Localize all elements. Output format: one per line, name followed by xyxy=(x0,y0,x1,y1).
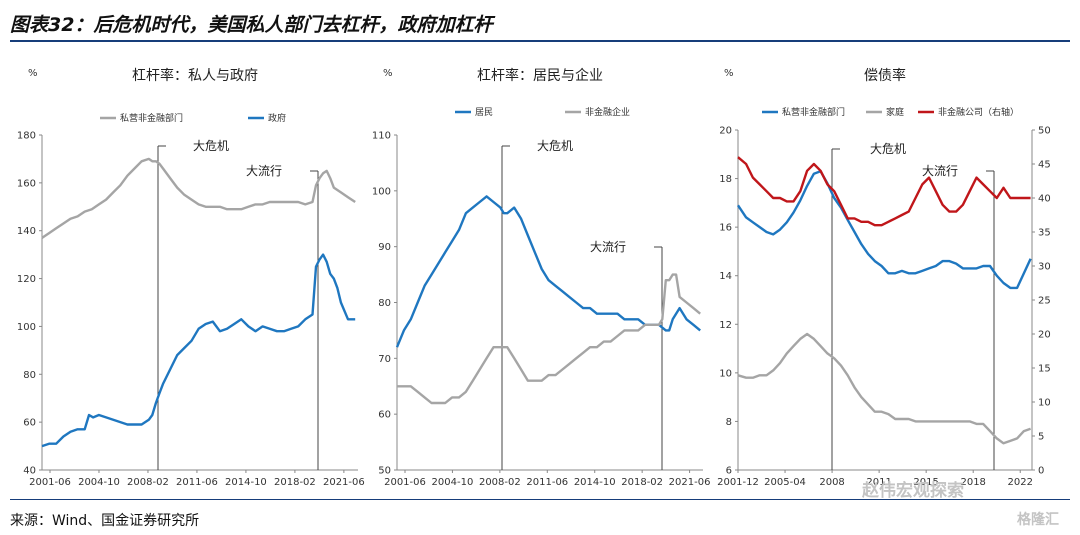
legend-label: 政府 xyxy=(268,112,286,124)
chart-1: 杠杆率：私人与政府% 40 60 80 100 120 140 160 180 2001-06 20… xyxy=(17,67,365,488)
x-tick-label: 2008-02 xyxy=(479,477,521,488)
footer-rule xyxy=(10,499,1070,500)
y-right-tick-label: 40 xyxy=(1038,194,1051,205)
y-tick-label: 120 xyxy=(17,274,36,285)
x-tick-label: 2018 xyxy=(960,477,985,488)
y-axis-unit: % xyxy=(28,68,38,79)
series-line-私营非金融部门 xyxy=(737,170,1032,290)
x-tick-label: 2008-02 xyxy=(127,477,169,488)
watermark-logo-text: 格隆汇 xyxy=(1017,512,1059,528)
x-tick-label: 2004-10 xyxy=(78,477,120,488)
x-tick-label: 2004-10 xyxy=(432,477,474,488)
y-tick-label: 40 xyxy=(23,466,36,477)
legend-label: 私营非金融部门 xyxy=(782,106,845,118)
x-tick-label: 2008 xyxy=(819,477,844,488)
header: 图表32：后危机时代，美国私人部门去杠杆，政府加杠杆 xyxy=(0,0,1080,44)
y-tick-label: 70 xyxy=(378,354,391,365)
legend-label: 居民 xyxy=(475,107,493,118)
y-tick-label: 100 xyxy=(17,322,36,333)
y-right-tick-label: 20 xyxy=(1038,330,1051,341)
x-tick-label: 2021-06 xyxy=(669,477,711,488)
x-tick-label: 2001-12 xyxy=(717,477,759,488)
x-tick-label: 2018-02 xyxy=(274,477,316,488)
x-tick-label: 2014-10 xyxy=(225,477,267,488)
y-axis-unit: % xyxy=(724,68,734,79)
x-tick-label: 2018-02 xyxy=(621,477,663,488)
y-right-tick-label: 10 xyxy=(1038,398,1051,409)
series-line-私营非金融部门 xyxy=(41,157,356,239)
annotation-label: 大危机 xyxy=(870,142,906,156)
y-tick-label: 12 xyxy=(719,320,732,331)
y-right-tick-label: 5 xyxy=(1038,432,1044,443)
chart-title: 偿债率 xyxy=(864,67,906,84)
y-right-tick-label: 15 xyxy=(1038,364,1051,375)
legend-label: 非金融企业 xyxy=(585,106,630,118)
y-tick-label: 90 xyxy=(378,242,391,253)
series-line-非金融企业 xyxy=(397,273,701,405)
x-tick-label: 2022 xyxy=(1008,477,1033,488)
y-tick-label: 110 xyxy=(372,131,391,142)
y-right-tick-label: 0 xyxy=(1038,466,1044,477)
x-tick-label: 2015 xyxy=(913,477,938,488)
series-line-政府 xyxy=(41,253,356,448)
chart-2: 杠杆率：居民与企业% 50 60 70 80 90 100 110 2001-06 2004-10… xyxy=(372,67,711,488)
annotation-label: 大流行 xyxy=(590,240,626,254)
x-tick-label: 2011-06 xyxy=(176,477,218,488)
y-right-tick-label: 45 xyxy=(1038,160,1051,171)
y-right-tick-label: 30 xyxy=(1038,262,1051,273)
y-tick-label: 60 xyxy=(378,410,391,421)
x-tick-label: 2011 xyxy=(866,477,891,488)
chart-title: 杠杆率：居民与企业 xyxy=(477,67,603,84)
header-rule xyxy=(10,40,1070,42)
y-axis-unit: % xyxy=(383,68,393,79)
x-tick-label: 2001-06 xyxy=(29,477,71,488)
y-tick-label: 180 xyxy=(17,131,36,142)
y-tick-label: 60 xyxy=(23,418,36,429)
y-right-tick-label: 50 xyxy=(1038,126,1051,137)
legend-label: 家庭 xyxy=(886,106,904,118)
source-note: 来源：Wind、国金证券研究所 xyxy=(10,513,200,529)
y-tick-label: 18 xyxy=(719,174,732,185)
x-tick-label: 2005-04 xyxy=(764,477,806,488)
y-tick-label: 100 xyxy=(372,186,391,197)
y-right-tick-label: 35 xyxy=(1038,228,1051,239)
annotation-label: 大流行 xyxy=(246,164,282,178)
y-tick-label: 50 xyxy=(378,466,391,477)
y-tick-label: 80 xyxy=(23,370,36,381)
y-tick-label: 160 xyxy=(17,178,36,189)
y-tick-label: 80 xyxy=(378,298,391,309)
series-line-家庭 xyxy=(737,332,1032,445)
y-tick-label: 16 xyxy=(719,223,732,234)
chart-title: 杠杆率：私人与政府 xyxy=(132,67,258,84)
legend-label: 私营非金融部门 xyxy=(120,112,183,124)
watermark-text: 赵伟宏观探索 xyxy=(862,481,964,501)
y-tick-label: 140 xyxy=(17,226,36,237)
page-title: 图表32：后危机时代，美国私人部门去杠杆，政府加杠杆 xyxy=(10,14,493,36)
legend-label: 非金融公司（右轴） xyxy=(938,106,1019,118)
x-tick-label: 2014-10 xyxy=(574,477,616,488)
annotation-label: 大危机 xyxy=(193,139,229,153)
y-tick-label: 8 xyxy=(726,417,732,428)
chart-3: 偿债率% 6 8 10 12 14 16 18 20 0 5 10 15 20 25 30 35 40 45 50 20… xyxy=(717,67,1051,488)
x-tick-label: 2021-06 xyxy=(323,477,365,488)
x-tick-label: 2011-06 xyxy=(526,477,568,488)
y-right-tick-label: 25 xyxy=(1038,296,1051,307)
x-tick-label: 2001-06 xyxy=(384,477,426,488)
y-tick-label: 6 xyxy=(726,466,732,477)
series-line-居民 xyxy=(395,195,701,348)
y-tick-label: 14 xyxy=(719,271,732,282)
series-line-非金融公司（右轴） xyxy=(737,156,1031,227)
y-tick-label: 10 xyxy=(719,368,732,379)
annotation-label: 大流行 xyxy=(922,164,958,178)
annotation-label: 大危机 xyxy=(537,139,573,153)
y-tick-label: 20 xyxy=(719,126,732,137)
